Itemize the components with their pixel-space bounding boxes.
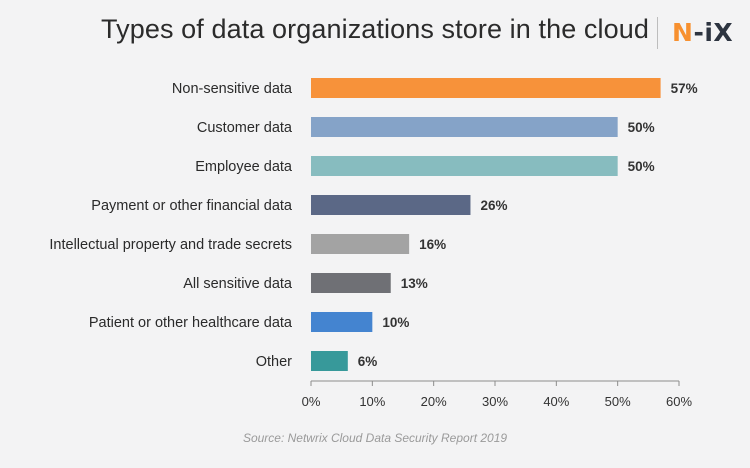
category-label: Payment or other financial data	[91, 198, 293, 214]
logo-divider	[657, 17, 658, 49]
bar	[311, 351, 348, 371]
category-label: Customer data	[197, 120, 293, 136]
x-tick-label: 40%	[543, 394, 569, 409]
bar	[311, 273, 391, 293]
logo-n: N	[672, 18, 694, 47]
value-label: 50%	[628, 159, 655, 174]
category-label: Other	[256, 354, 292, 370]
bar	[311, 195, 471, 215]
chart-title: Types of data organizations store in the…	[101, 14, 649, 44]
bar	[311, 117, 618, 137]
bar	[311, 234, 410, 254]
category-label: Patient or other healthcare data	[89, 315, 293, 331]
category-label: Intellectual property and trade secrets	[49, 237, 292, 253]
value-label: 57%	[671, 81, 698, 96]
value-label: 50%	[628, 120, 655, 135]
x-tick-label: 30%	[482, 394, 508, 409]
category-label: Non-sensitive data	[172, 81, 293, 97]
x-tick-label: 0%	[302, 394, 321, 409]
category-label: All sensitive data	[183, 276, 293, 292]
x-tick-label: 60%	[666, 394, 692, 409]
value-label: 10%	[382, 315, 409, 330]
value-label: 6%	[358, 354, 378, 369]
chart-source: Source: Netwrix Cloud Data Security Repo…	[242, 431, 508, 445]
category-label: Employee data	[195, 159, 293, 175]
x-tick-label: 20%	[421, 394, 447, 409]
value-label: 13%	[401, 276, 428, 291]
x-tick-label: 50%	[605, 394, 631, 409]
bar	[311, 78, 661, 98]
brand-logo: N-iX	[672, 18, 733, 47]
bar	[311, 312, 373, 332]
value-label: 26%	[480, 198, 507, 213]
logo-ix: -iX	[693, 18, 734, 47]
x-tick-label: 10%	[359, 394, 385, 409]
bar	[311, 156, 618, 176]
value-label: 16%	[419, 237, 446, 252]
